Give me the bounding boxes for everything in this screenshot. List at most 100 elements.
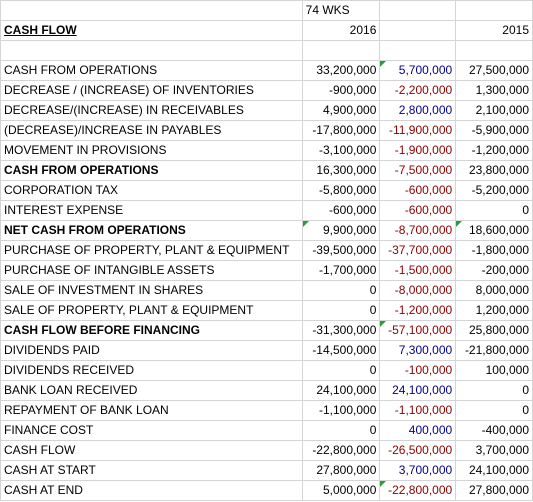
value-change[interactable]: -1,200,000 [379,300,457,321]
value-change[interactable]: -1,100,000 [379,400,457,421]
row-label[interactable]: CORPORATION TAX [0,180,303,201]
value-2015[interactable]: 25,800,000 [455,320,533,341]
row-label[interactable]: DECREASE/(INCREASE) IN RECEIVABLES [0,100,303,121]
row-label[interactable]: BANK LOAN RECEIVED [0,380,303,401]
section-title[interactable]: CASH FLOW [0,20,303,41]
cell-blank[interactable] [455,40,533,61]
period-label[interactable]: 74 WKS [301,0,381,21]
value-2016[interactable]: -900,000 [301,80,381,101]
value-2016[interactable]: -600,000 [301,200,381,221]
value-2015[interactable]: 0 [455,400,533,421]
comment-indicator-icon[interactable] [380,481,387,487]
value-2016[interactable]: -22,800,000 [301,440,381,461]
row-label[interactable]: SALE OF INVESTMENT IN SHARES [0,280,303,301]
row-label[interactable]: NET CASH FROM OPERATIONS [0,220,303,241]
value-2015[interactable]: 18,600,000 [455,220,533,241]
cell-blank[interactable] [0,40,303,61]
value-2015[interactable]: -400,000 [455,420,533,441]
value-change[interactable]: -100,000 [379,360,457,381]
value-2015[interactable]: 1,300,000 [455,80,533,101]
value-2015[interactable]: -1,200,000 [455,140,533,161]
value-change[interactable]: 5,700,000 [379,60,457,81]
value-2016[interactable]: -31,300,000 [301,320,381,341]
value-2016[interactable]: 4,900,000 [301,100,381,121]
cell-blank[interactable] [379,40,457,61]
row-label[interactable]: PURCHASE OF PROPERTY, PLANT & EQUIPMENT [0,240,303,261]
cell-blank[interactable] [0,0,303,21]
row-label[interactable]: SALE OF PROPERTY, PLANT & EQUIPMENT [0,300,303,321]
value-change[interactable]: -8,700,000 [379,220,457,241]
value-2016[interactable]: 33,200,000 [301,60,381,81]
value-2015[interactable]: 0 [455,200,533,221]
value-2016[interactable]: -39,500,000 [301,240,381,261]
value-change[interactable]: 7,300,000 [379,340,457,361]
value-2015[interactable]: -21,800,000 [455,340,533,361]
value-change[interactable]: -11,900,000 [379,120,457,141]
value-2016[interactable]: 16,300,000 [301,160,381,181]
row-label[interactable]: MOVEMENT IN PROVISIONS [0,140,303,161]
value-2015[interactable]: 27,800,000 [455,480,533,501]
row-label[interactable]: DIVIDENDS PAID [0,340,303,361]
value-2015[interactable]: -1,800,000 [455,240,533,261]
row-label[interactable]: CASH FLOW [0,440,303,461]
value-change[interactable]: -600,000 [379,180,457,201]
value-change[interactable]: -600,000 [379,200,457,221]
value-2015[interactable]: 2,100,000 [455,100,533,121]
year-current-header[interactable]: 2016 [301,20,381,41]
cell-blank[interactable] [455,0,533,21]
row-label[interactable]: CASH FROM OPERATIONS [0,160,303,181]
value-2016[interactable]: 0 [301,280,381,301]
row-label[interactable]: REPAYMENT OF BANK LOAN [0,400,303,421]
row-label[interactable]: INTEREST EXPENSE [0,200,303,221]
cell-blank[interactable] [301,40,381,61]
comment-indicator-icon[interactable] [380,61,387,67]
value-2016[interactable]: 5,000,000 [301,480,381,501]
value-change[interactable]: -57,100,000 [379,320,457,341]
value-change[interactable]: 400,000 [379,420,457,441]
value-2016[interactable]: 9,900,000 [301,220,381,241]
value-2016[interactable]: 0 [301,300,381,321]
comment-indicator-icon[interactable] [380,321,387,327]
value-2015[interactable]: 3,700,000 [455,440,533,461]
value-2016[interactable]: -1,700,000 [301,260,381,281]
value-2015[interactable]: 27,500,000 [455,60,533,81]
value-2016[interactable]: 24,100,000 [301,380,381,401]
comment-indicator-icon[interactable] [456,221,463,227]
value-change[interactable]: -1,900,000 [379,140,457,161]
value-change[interactable]: 3,700,000 [379,460,457,481]
row-label[interactable]: CASH FLOW BEFORE FINANCING [0,320,303,341]
row-label[interactable]: CASH AT END [0,480,303,501]
value-change[interactable]: -2,200,000 [379,80,457,101]
value-change[interactable]: -8,000,000 [379,280,457,301]
value-2015[interactable]: 23,800,000 [455,160,533,181]
value-2016[interactable]: 0 [301,360,381,381]
row-label[interactable]: PURCHASE OF INTANGIBLE ASSETS [0,260,303,281]
value-2016[interactable]: -3,100,000 [301,140,381,161]
value-2015[interactable]: -5,200,000 [455,180,533,201]
value-2016[interactable]: -5,800,000 [301,180,381,201]
value-change[interactable]: 2,800,000 [379,100,457,121]
value-change[interactable]: -22,800,000 [379,480,457,501]
value-change[interactable]: 24,100,000 [379,380,457,401]
row-label[interactable]: (DECREASE)/INCREASE IN PAYABLES [0,120,303,141]
row-label[interactable]: CASH AT START [0,460,303,481]
value-2015[interactable]: -200,000 [455,260,533,281]
value-2016[interactable]: -14,500,000 [301,340,381,361]
value-2016[interactable]: -17,800,000 [301,120,381,141]
cell-blank[interactable] [379,20,457,41]
value-2016[interactable]: 27,800,000 [301,460,381,481]
value-2016[interactable]: 0 [301,420,381,441]
value-change[interactable]: -1,500,000 [379,260,457,281]
value-2015[interactable]: -5,900,000 [455,120,533,141]
row-label[interactable]: CASH FROM OPERATIONS [0,60,303,81]
comment-indicator-icon[interactable] [303,221,309,227]
value-2015[interactable]: 8,000,000 [455,280,533,301]
value-2016[interactable]: -1,100,000 [301,400,381,421]
row-label[interactable]: DECREASE / (INCREASE) OF INVENTORIES [0,80,303,101]
value-2015[interactable]: 0 [455,380,533,401]
row-label[interactable]: FINANCE COST [0,420,303,441]
value-change[interactable]: -26,500,000 [379,440,457,461]
cell-blank[interactable] [379,0,457,21]
year-prior-header[interactable]: 2015 [455,20,533,41]
value-change[interactable]: -37,700,000 [379,240,457,261]
